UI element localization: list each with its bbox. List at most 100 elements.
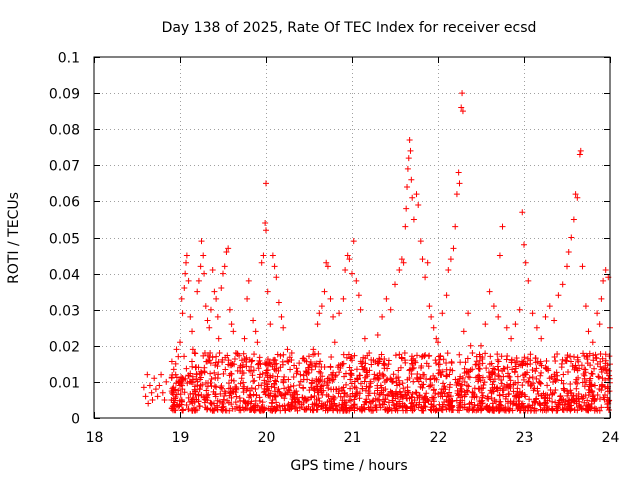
data-point [519,362,526,369]
data-point [294,394,301,401]
data-point [596,386,603,393]
data-point [426,352,433,359]
data-point [315,350,322,357]
data-point [328,386,335,393]
data-point [585,402,592,409]
data-point [571,406,578,413]
data-point [595,373,602,380]
y-tick-label: 0.09 [49,87,80,103]
data-point [194,288,201,295]
data-point [289,392,296,399]
data-point [353,277,360,284]
data-point [438,389,445,396]
data-point [341,373,348,380]
data-point [482,350,489,357]
data-point [426,303,433,310]
data-point [256,394,263,401]
data-point [458,381,465,388]
x-axis-label: GPS time / hours [290,458,407,474]
data-point [542,313,549,320]
data-point [168,358,175,365]
data-point [202,303,209,310]
data-point [557,392,564,399]
data-point [400,259,407,266]
data-point [340,351,347,358]
data-point [488,390,495,397]
data-point [421,371,428,378]
data-point [268,399,275,406]
data-point [582,392,589,399]
data-point [396,351,403,358]
data-point [159,389,166,396]
data-point [226,306,233,313]
data-point [401,350,408,357]
data-point [519,389,526,396]
data-point [538,369,545,376]
data-point [198,238,205,245]
data-point [580,350,587,357]
data-point [512,380,519,387]
data-point [527,357,534,364]
data-point [533,324,540,331]
data-point [331,339,338,346]
data-point [148,389,155,396]
data-point [546,375,553,382]
data-point [395,374,402,381]
data-point [598,369,605,376]
data-point [530,380,537,387]
data-point [305,403,312,410]
data-point [343,354,350,361]
data-point [348,404,355,411]
data-point [183,402,190,409]
data-point [498,402,505,409]
data-point [271,263,278,270]
data-point [282,406,289,413]
data-point [587,375,594,382]
data-point [215,358,222,365]
data-point [300,376,307,383]
data-point [421,353,428,360]
data-point [464,406,471,413]
data-point [237,397,244,404]
data-point [303,368,310,375]
data-point [192,391,199,398]
data-point [480,382,487,389]
data-point [572,191,579,198]
data-point [327,295,334,302]
data-point [209,354,216,361]
data-point [156,382,163,389]
data-point [500,391,507,398]
data-point [242,405,249,412]
data-point [342,370,349,377]
data-point [185,406,192,412]
data-point [288,350,295,357]
data-point [201,270,208,277]
data-point [406,137,413,144]
data-point [275,385,282,392]
y-tick-label: 0.1 [58,51,80,67]
data-point [507,399,514,406]
data-point [207,370,214,377]
data-point [582,303,589,310]
data-point [376,397,383,404]
data-point [424,259,431,266]
data-point [522,259,529,266]
data-point [219,407,226,414]
data-point [215,371,222,378]
data-point [168,396,175,403]
data-points [140,90,613,414]
data-point [513,358,520,365]
data-point [375,358,382,365]
x-tick-label: 23 [516,430,534,446]
data-point [226,392,233,399]
data-point [511,369,518,376]
data-point [576,365,583,372]
data-point [208,400,215,407]
data-point [417,238,424,245]
data-point [519,400,526,407]
data-point [328,401,335,408]
data-point [505,383,512,390]
data-point [596,395,603,402]
data-point [291,405,298,412]
data-point [331,400,338,407]
